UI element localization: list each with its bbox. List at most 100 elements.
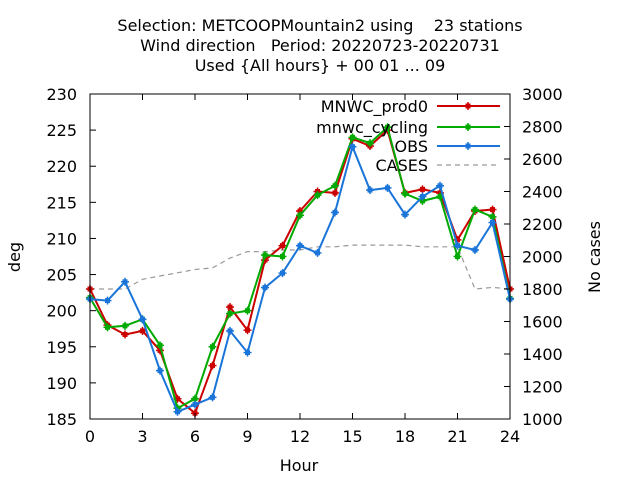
data-point [191,400,199,409]
y2-tick-label: 2400 [522,183,563,202]
y-tick-label: 210 [46,229,77,248]
plot-frame [89,93,511,420]
data-point [243,326,252,335]
y-tick-label: 225 [46,121,77,140]
y2-tick-label: 2000 [522,248,563,267]
legend-entry-obs: OBS [395,137,500,156]
data-point [453,252,462,261]
legend-marker [464,142,472,150]
legend-label: MNWC_prod0 [321,97,428,117]
plot-area [86,123,514,418]
y2-tick-label: 1800 [522,280,563,299]
x-tick-label: 15 [342,427,362,446]
data-point [383,123,392,132]
chart-title-line-1: Selection: METCOOPMountain2 using 23 sta… [117,16,523,35]
data-point [121,330,129,339]
data-point [121,321,129,330]
series-line [89,143,511,414]
y-tick-label: 200 [46,302,77,321]
legend-entry-cases: CASES [375,156,500,175]
series-line [89,125,511,410]
y-tick-label: 185 [46,410,77,429]
data-point [418,192,427,201]
y2-tick-label: 3000 [522,85,563,104]
data-point [348,142,357,151]
data-point [103,323,112,332]
y-tick-label: 220 [46,157,77,176]
x-tick-label: 18 [395,427,415,446]
data-point [331,188,339,197]
data-point [261,283,269,292]
data-point [103,296,112,305]
data-point [138,326,147,335]
series-mnwc-prod0 [86,126,514,418]
data-point [156,366,164,375]
y-tick-label: 205 [46,266,77,285]
data-point [278,269,287,278]
legend-label: OBS [395,137,428,156]
data-point [418,185,427,194]
y-tick-label: 230 [46,85,77,104]
chart-title-line-3: Used {All hours} + 00 01 ... 09 [194,56,446,75]
data-point [313,248,322,257]
x-axis-label: Hour [280,456,319,475]
data-point [331,181,339,190]
data-point [436,181,444,190]
axes: 0 3 6 9 12 15 18 21 24 185 190 195 200 205 210 215 220 22… [46,85,562,446]
data-point [156,341,164,350]
data-point [173,407,182,416]
x-tick-label: 0 [85,427,95,446]
data-point [138,315,147,324]
data-point [348,133,357,142]
x-tick-label: 24 [500,427,520,446]
y2-tick-label: 2200 [522,215,563,234]
data-point [226,326,234,335]
data-point [296,241,304,250]
x-tick-label: 6 [190,427,200,446]
legend-label: CASES [375,156,428,175]
x-tick-label: 9 [242,427,252,446]
y2-tick-label: 2800 [522,118,563,137]
x-tick-label: 3 [137,427,147,446]
data-point [243,306,252,315]
y2-tick-label: 1000 [522,410,563,429]
data-point [366,139,374,148]
y2-tick-label: 1600 [522,313,563,332]
y2-tick-label: 2600 [522,150,563,169]
y-axis-label: deg [5,242,24,272]
data-point [278,241,287,250]
legend-marker [464,102,472,110]
y2-tick-label: 1200 [522,378,563,397]
series-line [90,244,511,290]
chart-title-line-2: Wind direction Period: 20220723-20220731 [140,36,500,55]
y-tick-label: 190 [46,374,77,393]
y-tick-label: 195 [46,338,77,357]
data-point [208,393,217,402]
data-point [313,191,322,200]
data-point [401,189,409,198]
data-point [331,208,339,217]
legend-entry-mnwc-prod0: MNWC_prod0 [321,97,500,117]
data-point [226,309,234,318]
data-point [383,183,392,192]
series-mnwc-cycling [86,123,514,413]
data-point [471,205,479,214]
legend-entry-mnwc-cycling: mnwc_cycling [316,118,500,138]
series-obs [86,142,514,416]
data-point [401,210,409,219]
x-tick-label: 21 [447,427,467,446]
data-point [261,251,269,260]
legend-marker [464,123,472,131]
data-point [278,252,287,261]
data-point [243,348,252,357]
x-tick-label: 12 [290,427,310,446]
series-line [89,128,511,415]
data-point [121,277,129,286]
y2-axis-label: No cases [585,221,604,293]
data-point [453,241,462,250]
y-tick-label: 215 [46,193,77,212]
data-point [488,205,497,214]
data-point [208,361,217,370]
